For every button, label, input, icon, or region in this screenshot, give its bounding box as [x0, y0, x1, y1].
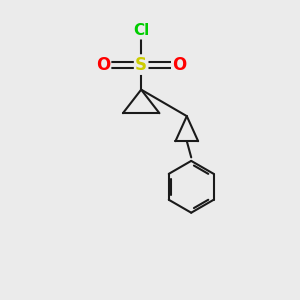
Text: O: O — [96, 56, 110, 74]
Text: O: O — [172, 56, 187, 74]
Text: S: S — [135, 56, 147, 74]
Text: Cl: Cl — [133, 23, 149, 38]
